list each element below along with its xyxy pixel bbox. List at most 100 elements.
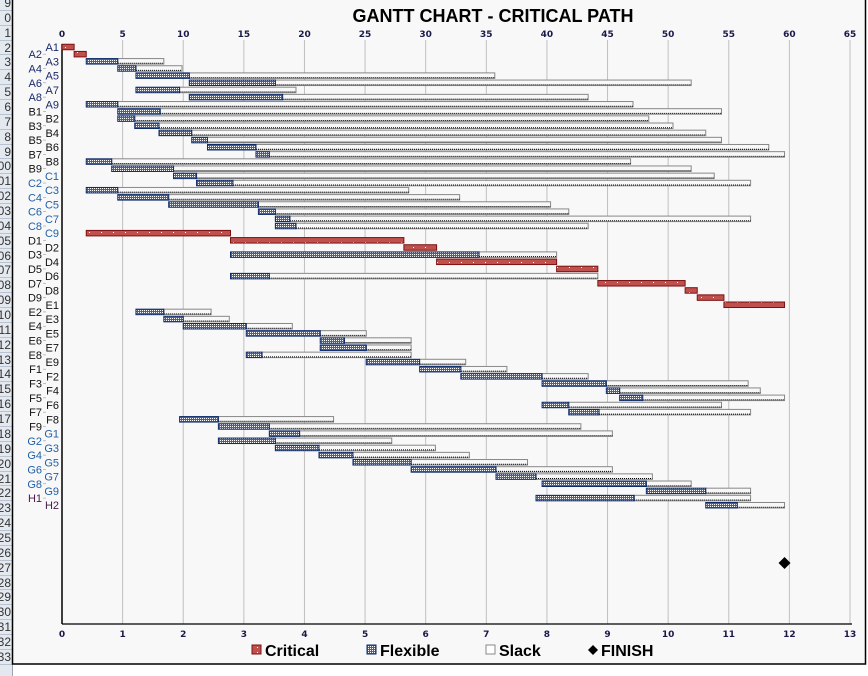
bottom-axis-tick-label: 13 — [844, 630, 857, 640]
task-label: G9 — [44, 486, 59, 498]
flexible-bar — [535, 494, 635, 502]
row-header[interactable]: 15 — [0, 382, 12, 398]
task-label: E8 — [29, 350, 42, 362]
row-header[interactable]: 8 — [0, 130, 12, 145]
critical-bar — [73, 50, 87, 58]
row-header[interactable]: 07 — [0, 263, 12, 279]
row-header[interactable]: 1 — [0, 26, 12, 41]
flexible-bar — [158, 129, 193, 137]
flexible-bar — [541, 480, 647, 488]
row-header[interactable]: 29 — [0, 590, 12, 606]
top-axis-tick-label: 15 — [238, 30, 251, 40]
row-header[interactable]: 30 — [0, 605, 12, 621]
row-header[interactable]: 31 — [0, 620, 12, 635]
row-header[interactable]: 25 — [0, 531, 12, 546]
task-label: C6 — [28, 207, 42, 219]
task-label: D4 — [45, 257, 59, 269]
row-header[interactable]: 02 — [0, 189, 12, 205]
flexible-bar — [85, 158, 113, 165]
flexible-bar — [365, 358, 421, 366]
chart-title: GANTT CHART - CRITICAL PATH — [353, 6, 634, 26]
flexible-bar — [319, 337, 345, 344]
row-header[interactable]: 6 — [0, 100, 12, 115]
task-label: B8 — [46, 157, 59, 169]
top-axis-tick-label: 5 — [119, 30, 125, 40]
bottom-axis-tick-label: 11 — [723, 630, 736, 640]
critical-bar — [684, 287, 698, 294]
task-label: A6 — [29, 78, 42, 90]
row-header[interactable]: 14 — [0, 367, 12, 383]
row-header[interactable]: 26 — [0, 546, 12, 561]
row-header[interactable]: 09 — [0, 293, 12, 309]
bottom-axis-tick-label: 8 — [544, 630, 550, 640]
task-label: B9 — [29, 164, 42, 176]
top-axis-tick-label: 30 — [419, 30, 432, 40]
legend-label-finish: FINISH — [601, 643, 653, 660]
row-header[interactable]: 04 — [0, 219, 12, 234]
row-header[interactable]: 21 — [0, 472, 12, 487]
flexible-bar — [705, 501, 738, 509]
flexible-bar — [217, 437, 276, 445]
row-header[interactable]: 9 — [0, 0, 12, 11]
row-header[interactable]: 0 — [0, 11, 12, 26]
task-label: C3 — [45, 185, 59, 197]
flexible-bar — [605, 387, 621, 394]
flexible-bar — [85, 58, 119, 65]
row-header[interactable]: 11 — [0, 323, 12, 338]
row-header[interactable]: 24 — [0, 516, 12, 531]
row-header[interactable]: 33 — [0, 650, 12, 665]
task-label: F6 — [46, 400, 59, 412]
row-header[interactable]: 13 — [0, 353, 12, 368]
row-header[interactable]: 01 — [0, 174, 12, 190]
flexible-bar — [352, 459, 412, 466]
row-header[interactable]: 06 — [0, 249, 12, 264]
top-axis-tick-label: 10 — [177, 30, 190, 40]
flexible-bar — [117, 65, 137, 72]
critical-bar — [436, 258, 558, 266]
row-header[interactable]: 27 — [0, 561, 12, 576]
row-header[interactable]: 28 — [0, 576, 12, 591]
task-label: A7 — [46, 85, 59, 97]
task-label: F2 — [46, 371, 59, 383]
row-header[interactable]: 5 — [0, 85, 12, 101]
row-header[interactable]: 19 — [0, 442, 12, 457]
task-label: G6 — [27, 464, 42, 476]
row-header[interactable]: 2 — [0, 41, 12, 56]
row-header[interactable]: 17 — [0, 412, 12, 427]
bottom-axis-tick-label: 6 — [423, 630, 429, 640]
slack-bar — [117, 186, 410, 194]
row-header[interactable]: 22 — [0, 486, 12, 502]
task-label: F9 — [29, 421, 42, 433]
row-header[interactable]: 00 — [0, 159, 12, 175]
legend-label-slack: Slack — [499, 643, 541, 660]
critical-bar — [403, 244, 438, 251]
row-header[interactable]: 12 — [0, 338, 12, 353]
row-header[interactable]: 16 — [0, 397, 12, 413]
row-header[interactable]: 10 — [0, 308, 12, 323]
row-header[interactable]: 32 — [0, 635, 12, 650]
row-header[interactable]: 18 — [0, 427, 12, 442]
row-header[interactable]: 05 — [0, 234, 12, 249]
slack-bar — [168, 194, 461, 201]
row-header[interactable]: 20 — [0, 457, 12, 472]
row-header[interactable]: 7 — [0, 115, 12, 130]
task-label: C2 — [28, 178, 42, 190]
flexible-bar — [163, 315, 184, 323]
row-header[interactable]: 23 — [0, 501, 12, 517]
row-headers: 9012345678900010203040506070809101112131… — [0, 0, 13, 676]
top-axis-tick-label: 25 — [359, 30, 372, 40]
flexible-bar — [135, 72, 190, 79]
row-header[interactable]: 4 — [0, 70, 12, 86]
row-header[interactable]: 08 — [0, 278, 12, 294]
row-header[interactable]: 9 — [0, 145, 12, 160]
row-header[interactable]: 03 — [0, 204, 12, 219]
row-header[interactable]: 3 — [0, 55, 12, 71]
legend-flexible-swatch — [366, 644, 377, 655]
bottom-axis-tick-label: 10 — [662, 630, 675, 640]
task-label: B3 — [29, 121, 42, 133]
critical-bar — [556, 265, 599, 273]
flexible-bar — [245, 351, 263, 359]
flexible-bar — [255, 151, 270, 158]
flexible-bar — [135, 308, 165, 316]
